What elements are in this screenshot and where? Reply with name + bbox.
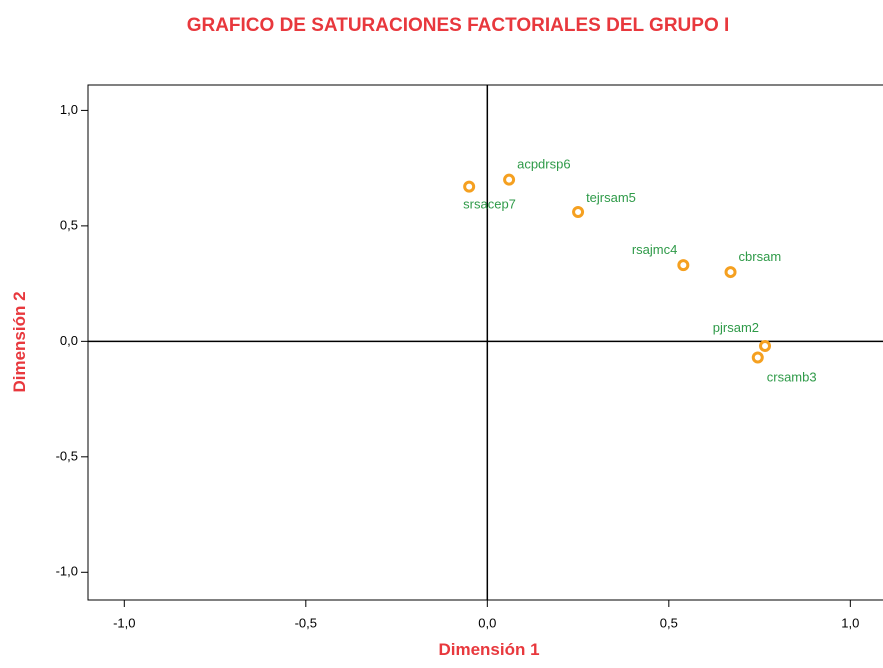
x-tick-label: 1,0 [841,615,859,630]
y-tick-label: 1,0 [60,102,78,117]
x-tick-label: -0,5 [295,615,317,630]
y-tick-label: -1,0 [56,564,78,579]
y-tick-label: 0,0 [60,333,78,348]
point [751,351,764,364]
point [677,259,690,272]
x-axis-title: Dimensión 1 [438,640,539,659]
point-label: rsajmc4 [632,242,678,257]
y-axis-title: Dimensión 2 [10,291,29,392]
point-label: cbrsam [739,249,782,264]
plot-frame [87,84,883,601]
point-label: crsamb3 [767,370,817,385]
point-label: acpdrsp6 [517,157,570,172]
point [572,206,585,219]
x-tick-label: 0,0 [478,615,496,630]
y-tick-label: -0,5 [56,448,78,463]
point [724,266,737,279]
y-tick-label: 0,5 [60,217,78,232]
point-label: pjrsam2 [713,320,759,335]
point-label: tejrsam5 [586,190,636,205]
point [503,173,516,186]
point-label: srsacep7 [463,197,516,212]
x-tick-label: 0,5 [660,615,678,630]
chart-title: GRAFICO DE SATURACIONES FACTORIALES DEL … [187,15,730,36]
x-tick-label: -1,0 [113,615,135,630]
point [463,180,476,193]
point [759,339,772,352]
